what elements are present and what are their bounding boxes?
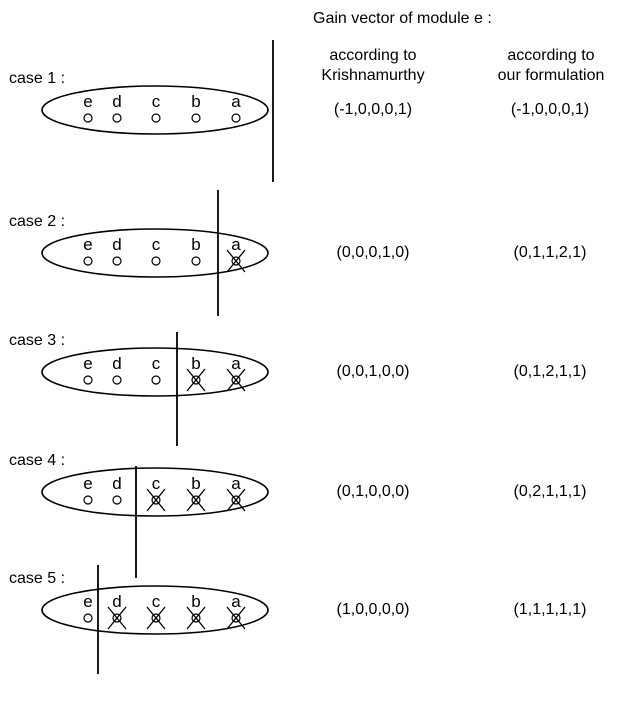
- case-4-module-a-cross-b: [226, 488, 246, 512]
- case-5-module-b-cross-b: [186, 606, 206, 630]
- case-3-module-d-node: [112, 375, 122, 385]
- krishnamurthy-header-line2: Krishnamurthy: [321, 67, 425, 84]
- case-5-module-a-cross-b: [226, 606, 246, 630]
- case-2-module-d-node: [112, 256, 122, 266]
- case-4-module-d-letter: d: [112, 474, 121, 493]
- case-4-module-e-node: [83, 495, 93, 505]
- case-1-module-d-node: [112, 113, 122, 123]
- case-3-module-b-node: [191, 375, 201, 385]
- case-4-label: case 4 :: [9, 452, 66, 469]
- case-4-module-b-node: [191, 495, 201, 505]
- case-4-module-a-letter: a: [231, 474, 241, 493]
- case-1-module-b-letter: b: [191, 92, 200, 111]
- case-3-module-e-node: [83, 375, 93, 385]
- case-3-module-b-letter: b: [191, 354, 200, 373]
- case-2-module-a-letter: a: [231, 235, 241, 254]
- case-3-module-d-letter: d: [112, 354, 121, 373]
- case-4-module-c-letter: c: [152, 474, 161, 493]
- case-2-module-b-node: [191, 256, 201, 266]
- case-5-module-e-node: [83, 613, 93, 623]
- case-4-module-a-node: [231, 495, 241, 505]
- case-2-module-b-letter: b: [191, 235, 200, 254]
- case-1-module-e-letter: e: [83, 92, 92, 111]
- case-2-label: case 2 :: [9, 213, 66, 230]
- case-4-module-b-letter: b: [191, 474, 200, 493]
- case-4-module-c-node: [151, 495, 161, 505]
- case-2-module-a-cross-b: [226, 249, 246, 273]
- case-5-label: case 5 :: [9, 570, 66, 587]
- case-2-ellipse: [41, 228, 269, 278]
- case-5-module-c-cross-b: [146, 606, 166, 630]
- case-1-ellipse: [41, 85, 269, 135]
- case-5-module-c-letter: c: [152, 592, 161, 611]
- case-5-module-a-node: [231, 613, 241, 623]
- case-1-module-c-letter: c: [152, 92, 161, 111]
- case-4-gain-ours: (0,2,1,1,1): [513, 483, 587, 500]
- case-1-gain-krishnamurthy: (-1,0,0,0,1): [333, 101, 413, 118]
- case-5-module-e-letter: e: [83, 592, 92, 611]
- case-5-gain-krishnamurthy: (1,0,0,0,0): [336, 601, 410, 618]
- case-5-module-b-node: [191, 613, 201, 623]
- case-3-module-a-node: [231, 375, 241, 385]
- case-3-gain-krishnamurthy: (0,0,1,0,0): [336, 363, 410, 380]
- case-5-module-b-letter: b: [191, 592, 200, 611]
- our-formulation-header-line2: our formulation: [497, 67, 605, 84]
- case-5-module-d-node: [112, 613, 122, 623]
- case-2-module-c-node: [151, 256, 161, 266]
- case-3-module-a-letter: a: [231, 354, 241, 373]
- case-3-module-b-cross-b: [186, 368, 206, 392]
- case-1-module-e-node: [83, 113, 93, 123]
- case-2-module-d-letter: d: [112, 235, 121, 254]
- case-1-gain-ours: (-1,0,0,0,1): [510, 101, 590, 118]
- case-2-module-a-node: [231, 256, 241, 266]
- case-4-module-d-node: [112, 495, 122, 505]
- case-1-module-c-node: [151, 113, 161, 123]
- case-3-module-e-letter: e: [83, 354, 92, 373]
- krishnamurthy-header-line1: according to: [329, 47, 417, 64]
- krishnamurthy-column-header: according to Krishnamurthy: [298, 46, 448, 86]
- case-2-module-e-node: [83, 256, 93, 266]
- case-5-module-a-letter: a: [231, 592, 241, 611]
- case-4-ellipse: [41, 467, 269, 517]
- gain-vector-title: Gain vector of module e :: [313, 10, 492, 27]
- case-1-label: case 1 :: [9, 70, 66, 87]
- case-5-module-c-node: [151, 613, 161, 623]
- case-2-module-e-letter: e: [83, 235, 92, 254]
- our-formulation-column-header: according to our formulation: [476, 46, 626, 86]
- case-3-label: case 3 :: [9, 332, 66, 349]
- case-5-module-d-cross-b: [107, 606, 127, 630]
- case-4-module-c-cross-b: [146, 488, 166, 512]
- case-1-module-b-node: [191, 113, 201, 123]
- case-3-gain-ours: (0,1,2,1,1): [513, 363, 587, 380]
- case-5-gain-ours: (1,1,1,1,1): [513, 601, 587, 618]
- case-4-gain-krishnamurthy: (0,1,0,0,0): [336, 483, 410, 500]
- case-3-ellipse: [41, 347, 269, 397]
- case-2-module-c-letter: c: [152, 235, 161, 254]
- case-3-module-c-node: [151, 375, 161, 385]
- case-1-module-a-letter: a: [231, 92, 241, 111]
- case-5-module-d-letter: d: [112, 592, 121, 611]
- case-1-module-d-letter: d: [112, 92, 121, 111]
- case-1-module-a-node: [231, 113, 241, 123]
- case-3-module-c-letter: c: [152, 354, 161, 373]
- our-formulation-header-line1: according to: [507, 47, 595, 64]
- case-4-module-b-cross-b: [186, 488, 206, 512]
- case-2-gain-krishnamurthy: (0,0,0,1,0): [336, 244, 410, 261]
- case-4-module-e-letter: e: [83, 474, 92, 493]
- case-5-ellipse: [41, 585, 269, 635]
- case-2-gain-ours: (0,1,1,2,1): [513, 244, 587, 261]
- case-3-module-a-cross-b: [226, 368, 246, 392]
